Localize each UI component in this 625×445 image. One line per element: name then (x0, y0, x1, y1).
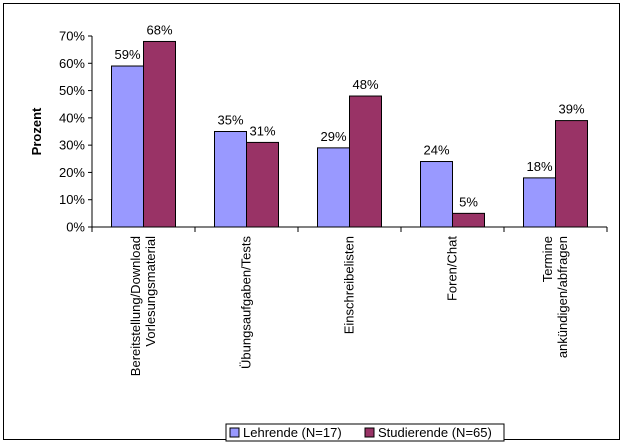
category-label: Vorlesungsmaterial (143, 236, 158, 347)
y-axis-title: Prozent (29, 107, 44, 155)
bar (111, 65, 144, 228)
category-label: Übungsaufgaben/Tests (239, 236, 254, 369)
data-label: 35% (217, 113, 243, 128)
data-label: 18% (526, 159, 552, 174)
bar (349, 95, 382, 228)
chart-frame (3, 3, 620, 440)
bar (523, 177, 556, 228)
bar (214, 131, 247, 228)
data-label: 59% (114, 47, 140, 62)
category-label: Bereitstellung/Download (128, 236, 143, 376)
y-tick-label: 10% (59, 192, 85, 207)
bar (420, 161, 453, 228)
data-label: 48% (352, 77, 378, 92)
data-label: 5% (459, 194, 478, 209)
data-label: 31% (249, 123, 275, 138)
legend-swatch (364, 427, 375, 438)
bar (246, 141, 279, 228)
y-tick-label: 40% (59, 110, 85, 125)
legend-label: Studierende (N=65) (378, 425, 492, 440)
bar (317, 147, 350, 228)
y-tick-label: 60% (59, 56, 85, 71)
y-tick-label: 50% (59, 83, 85, 98)
y-tick-label: 20% (59, 165, 85, 180)
category-label: Einschreibelisten (342, 236, 357, 334)
bar (555, 120, 588, 228)
category-label: Termine (540, 236, 555, 282)
y-tick-label: 70% (59, 29, 85, 44)
data-label: 29% (320, 129, 346, 144)
data-label: 39% (558, 102, 584, 117)
bar (452, 212, 485, 228)
data-label: 24% (423, 143, 449, 158)
category-label: Foren/Chat (445, 236, 460, 301)
legend-label: Lehrende (N=17) (243, 425, 342, 440)
data-label: 68% (146, 22, 172, 37)
bar (143, 40, 176, 228)
legend-swatch (229, 427, 240, 438)
category-label: ankündigen/abfragen (555, 236, 570, 358)
y-tick-label: 30% (59, 138, 85, 153)
y-tick-label: 0% (66, 220, 85, 235)
